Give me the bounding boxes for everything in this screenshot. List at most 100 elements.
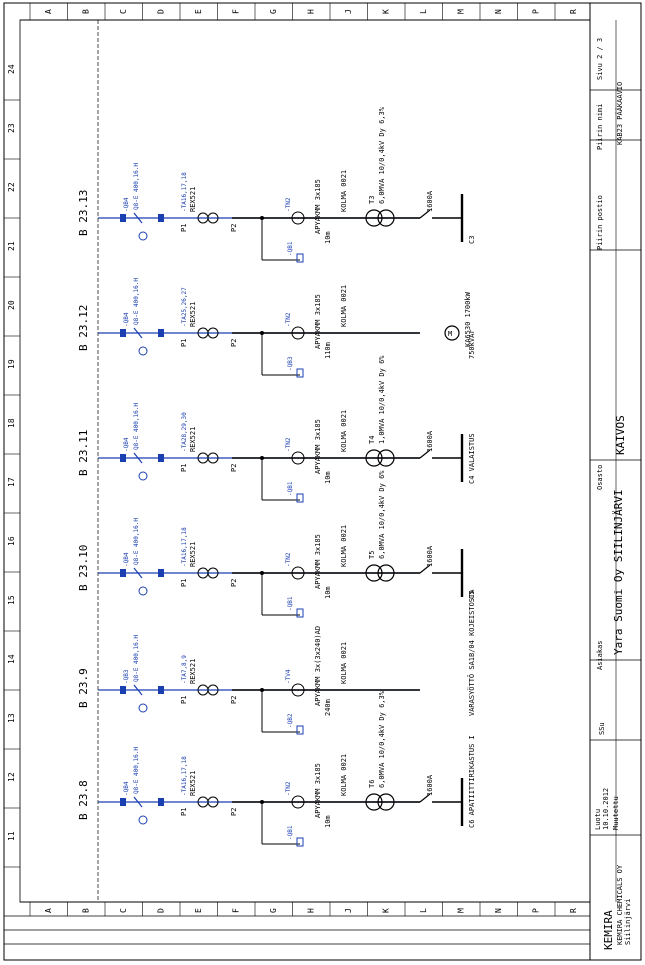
content-label: Osasto bbox=[596, 465, 604, 490]
relay-tag: REX521 bbox=[189, 427, 197, 452]
disconnector-left bbox=[120, 798, 126, 806]
p1-label: P1 bbox=[180, 224, 188, 232]
junction-dot bbox=[260, 688, 264, 692]
grid-number: 12 bbox=[7, 772, 16, 782]
p2-label: P2 bbox=[230, 464, 238, 472]
transformer-name: T3 bbox=[368, 196, 376, 204]
grid-letter-bottom: D bbox=[157, 908, 166, 913]
feeder-239: B 23.9 -QB3 Q8-E 400,16.H -TA7,8,9 REX521 P1 P… bbox=[77, 589, 476, 735]
feeder-id: B 23.12 bbox=[77, 305, 90, 351]
p2-label: P2 bbox=[230, 579, 238, 587]
p2-label: P2 bbox=[230, 808, 238, 816]
ct-tag: -TA28,29,30 bbox=[181, 412, 188, 452]
transformer-icon bbox=[365, 209, 383, 227]
ct-tag: -TA7,8,9 bbox=[181, 655, 188, 684]
p1-label: P1 bbox=[180, 464, 188, 472]
feeder-2311: B 23.11 -QB4 Q8-E 400,16.H -TA28,29,30 REX52… bbox=[77, 355, 476, 503]
earth-switch-icon bbox=[296, 493, 304, 503]
grid-letter-bottom: K bbox=[382, 908, 391, 913]
disconnector-left bbox=[120, 454, 126, 462]
transformer-name: T6 bbox=[368, 780, 376, 788]
sensor-tag: -TN2 bbox=[285, 437, 292, 452]
sensor-icon bbox=[291, 795, 305, 809]
disconnector-left bbox=[120, 569, 126, 577]
grid-letter-top: G bbox=[269, 9, 278, 14]
grid-letter-bottom: H bbox=[307, 908, 316, 913]
motor-spec: KA6530 1700kW bbox=[464, 291, 472, 347]
grid-labels: A A B B C C D D E E F F G G H H J J K K L L M M N N P P R R 24 23 22 21 20… bbox=[4, 3, 578, 916]
company-name: KEMIRA CHEMICALS OY bbox=[616, 864, 624, 945]
motor-drive-icon bbox=[138, 231, 148, 241]
disconnector-right bbox=[158, 454, 164, 462]
transformer-spec: 1,0MVA 10/0,4kV Dy 6% bbox=[378, 355, 386, 444]
sensor-spec: KOLMA 0021 bbox=[340, 170, 348, 212]
transformer-name: T5 bbox=[368, 551, 376, 559]
junction-dot bbox=[260, 456, 264, 460]
modified-label: Muutettu bbox=[612, 796, 620, 830]
cable-type: APYAKMM 3x185 bbox=[314, 763, 322, 818]
fuse-rating: 1600A bbox=[426, 774, 434, 796]
breaker-contact bbox=[133, 327, 143, 339]
outgoing-label: 750kVAr bbox=[468, 329, 476, 359]
sensor-icon bbox=[291, 211, 305, 225]
feeder-id: B 23.10 bbox=[77, 545, 90, 591]
breaker-tag: -QB4 bbox=[123, 312, 130, 327]
earth-switch-tag: -QB1 bbox=[287, 825, 294, 840]
page-label: Sivu 2 / 3 bbox=[596, 38, 604, 80]
fuse-rating: 1600A bbox=[426, 190, 434, 212]
grid-number: 13 bbox=[7, 713, 16, 723]
ct-tag: -TA16,17,18 bbox=[181, 756, 188, 796]
current-transformer-icon bbox=[207, 684, 219, 696]
grid-letter-top: R bbox=[569, 9, 578, 14]
grid-letter-top: P bbox=[532, 9, 541, 14]
outgoing-label: C4 VALAISTUS bbox=[468, 433, 476, 484]
feeder-id: B 23.8 bbox=[77, 780, 90, 820]
sensor-tag: -TN2 bbox=[285, 552, 292, 567]
transformer-icon bbox=[377, 449, 395, 467]
p2-label: P2 bbox=[230, 696, 238, 704]
grid-number: 23 bbox=[7, 123, 16, 133]
breaker-contact bbox=[133, 684, 143, 696]
grid-number: 11 bbox=[7, 831, 16, 841]
earth-switch-tag: -QB1 bbox=[287, 241, 294, 256]
transformer-name: T4 bbox=[368, 436, 376, 444]
feeder-2312: B 23.12 -QB4 Q8-E 400,16.H -TA25,26,27 REX52… bbox=[77, 278, 476, 378]
grid-letter-top: C bbox=[119, 9, 128, 14]
breaker-tag: -QB4 bbox=[123, 197, 130, 212]
relay-tag: REX521 bbox=[189, 542, 197, 567]
p2-label: P2 bbox=[230, 224, 238, 232]
p1-label: P1 bbox=[180, 579, 188, 587]
sensor-tag: -TN2 bbox=[285, 312, 292, 327]
breaker-contact bbox=[133, 567, 143, 579]
title-block-frame bbox=[589, 2, 642, 961]
grid-letter-top: F bbox=[232, 9, 241, 14]
grid-letter-bottom: B bbox=[82, 908, 91, 913]
current-transformer-icon bbox=[207, 327, 219, 339]
switch-contact bbox=[419, 209, 431, 219]
sensor-tag: -TN2 bbox=[285, 197, 292, 212]
grid-letter-bottom: N bbox=[494, 908, 503, 913]
breaker-spec: Q8-E 400,16.H bbox=[133, 518, 140, 565]
feeder-2313: B 23.13 -QB4 Q8-E 400,16.H -TA16,17,18 REX52… bbox=[77, 106, 476, 263]
feeder-2310: B 23.10 -QB4 Q8-E 400,16.H -TA16,17,18 REX52… bbox=[77, 470, 476, 618]
grid-letter-top: K bbox=[382, 9, 391, 14]
disconnector-left bbox=[120, 329, 126, 337]
switch-contact bbox=[419, 793, 431, 803]
grid-number: 21 bbox=[7, 241, 16, 251]
content-value: KAIVOS bbox=[614, 415, 627, 455]
company-logo-text: KEMIRA bbox=[602, 910, 615, 950]
fuse-rating: 1600A bbox=[426, 545, 434, 567]
drawing-code-label: Piirin postio bbox=[596, 195, 604, 250]
feeder-id: B 23.9 bbox=[77, 668, 90, 708]
grid-number: 15 bbox=[7, 595, 16, 605]
outer-border bbox=[3, 2, 642, 961]
transformer-icon bbox=[377, 793, 395, 811]
date-value: 10.10.2012 bbox=[602, 788, 610, 830]
disconnector-right bbox=[158, 798, 164, 806]
grid-number: 18 bbox=[7, 418, 16, 428]
relay-tag: REX521 bbox=[189, 302, 197, 327]
breaker-tag: -QB4 bbox=[123, 781, 130, 796]
transformer-icon bbox=[365, 564, 383, 582]
grid-letter-top: H bbox=[307, 9, 316, 14]
